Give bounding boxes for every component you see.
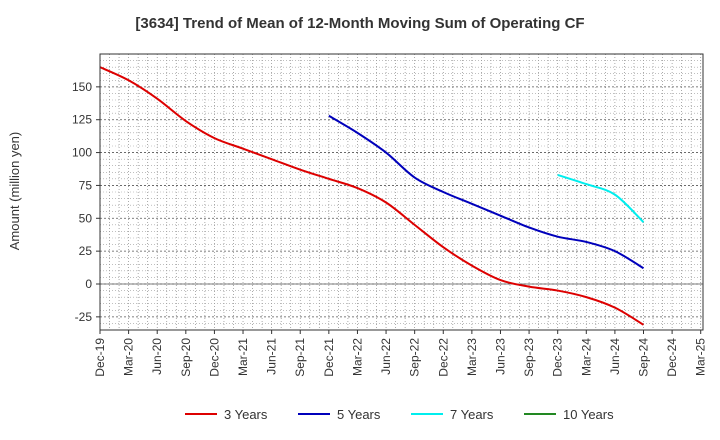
y-tick-label: 150 — [72, 80, 92, 94]
y-axis-label: Amount (million yen) — [7, 132, 22, 251]
y-ticks: 150 125 100 75 50 25 0 -25 — [72, 80, 100, 324]
legend-label-3-years: 3 Years — [224, 407, 268, 422]
x-tick-label: Dec-19 — [93, 338, 107, 377]
x-tick-label: Sep-22 — [408, 338, 422, 377]
x-tick-label: Sep-21 — [293, 338, 307, 377]
chart-title: [3634] Trend of Mean of 12-Month Moving … — [135, 15, 584, 32]
y-tick-label: -25 — [75, 310, 93, 324]
x-tick-label: Dec-21 — [322, 338, 336, 377]
x-tick-label: Sep-24 — [637, 338, 651, 377]
grid — [100, 54, 703, 330]
x-tick-label: Dec-20 — [207, 338, 221, 377]
x-tick-label: Jun-24 — [608, 338, 622, 375]
y-tick-label: 50 — [79, 211, 93, 225]
plot-area-border — [99, 53, 704, 331]
legend-label-7-years: 7 Years — [450, 407, 494, 422]
y-tick-label: 100 — [72, 146, 92, 160]
x-tick-label: Jun-21 — [265, 338, 279, 375]
series-line-5-years — [328, 114, 645, 270]
legend: 3 Years 5 Years 7 Years 10 Years — [185, 407, 614, 422]
x-tick-label: Mar-22 — [350, 338, 364, 376]
y-tick-label: 75 — [79, 178, 93, 192]
series-line-7-years — [557, 173, 645, 223]
x-tick-label: Dec-22 — [436, 338, 450, 377]
x-tick-label: Mar-24 — [579, 338, 593, 376]
x-tick-label: Dec-24 — [665, 338, 679, 377]
x-tick-label: Sep-23 — [522, 338, 536, 377]
y-tick-label: 25 — [79, 244, 93, 258]
x-tick-label: Mar-20 — [122, 338, 136, 376]
x-tick-label: Jun-23 — [493, 338, 507, 375]
series-group — [99, 66, 645, 326]
legend-label-5-years: 5 Years — [337, 407, 381, 422]
x-tick-label: Jun-20 — [150, 338, 164, 375]
x-tick-label: Dec-23 — [551, 338, 565, 377]
x-tick-label: Mar-23 — [465, 338, 479, 376]
y-tick-label: 0 — [85, 277, 92, 291]
x-tick-label: Mar-21 — [236, 338, 250, 376]
x-tick-label: Jun-22 — [379, 338, 393, 375]
x-tick-label: Sep-20 — [179, 338, 193, 377]
series-line-3-years — [99, 66, 645, 326]
x-tick-label: Mar-25 — [694, 338, 708, 376]
legend-label-10-years: 10 Years — [563, 407, 614, 422]
x-ticks: Dec-19 Mar-20 Jun-20 Sep-20 Dec-20 Mar-21 Jun-… — [93, 330, 708, 377]
y-tick-label: 125 — [72, 113, 92, 127]
